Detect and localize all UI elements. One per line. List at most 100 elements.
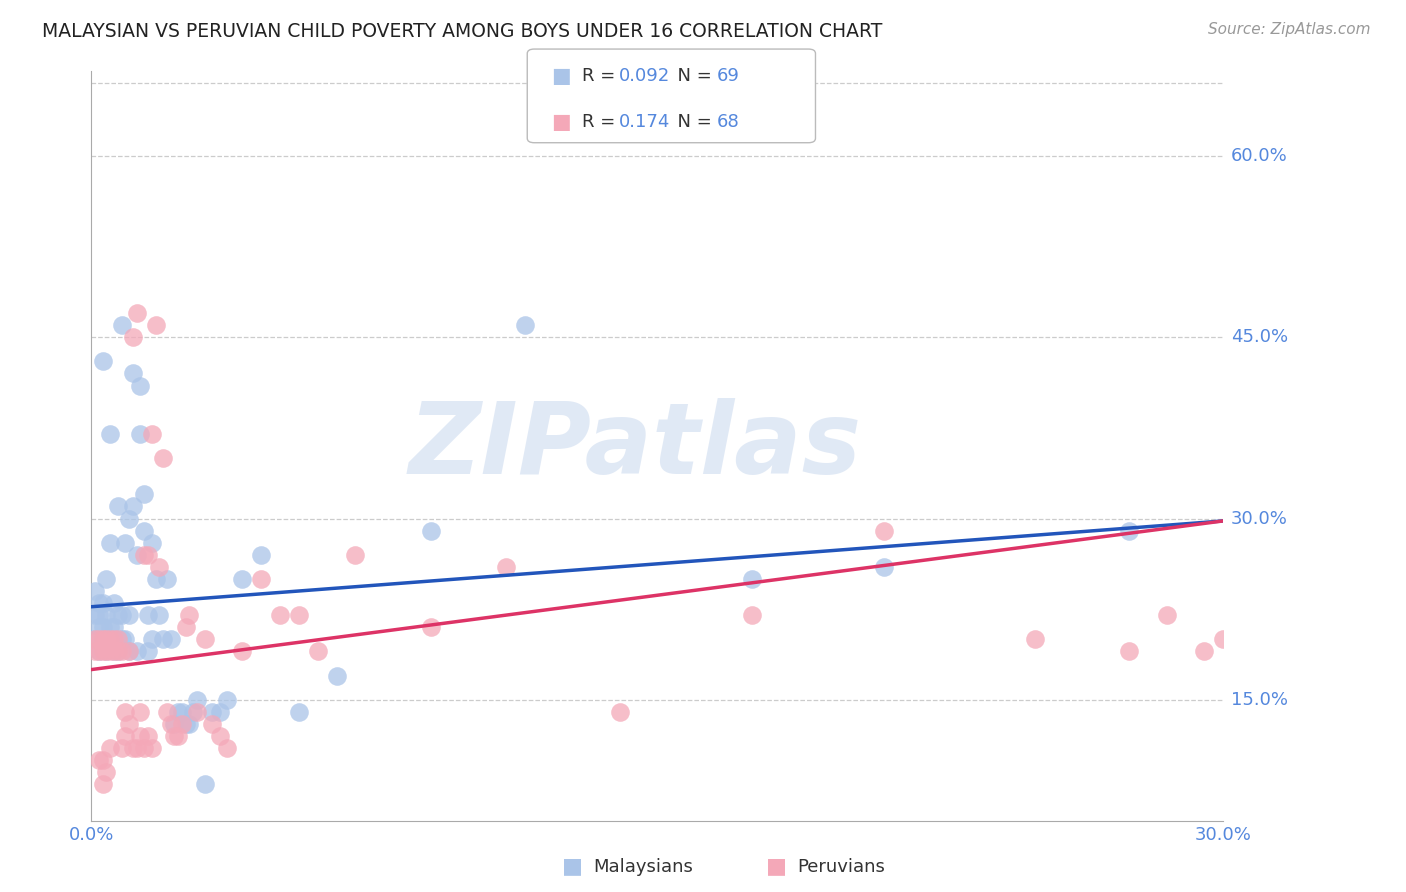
Text: Malaysians: Malaysians: [593, 858, 693, 876]
Point: [98, 426, 121, 441]
Point: [134, 487, 156, 501]
Text: N =: N =: [666, 67, 718, 85]
Point: [156, 572, 179, 586]
Text: ■: ■: [562, 856, 583, 876]
Text: 68: 68: [717, 113, 740, 131]
Point: [107, 644, 129, 658]
Point: [1194, 644, 1216, 658]
Point: [181, 705, 204, 719]
Point: [152, 632, 174, 647]
Point: [515, 318, 537, 333]
Point: [107, 644, 129, 658]
Point: [419, 524, 441, 538]
Point: [118, 608, 141, 623]
Point: [741, 608, 763, 623]
Point: [269, 608, 291, 623]
Point: [193, 632, 217, 647]
Point: [103, 620, 125, 634]
Point: [87, 620, 110, 634]
Point: [96, 572, 118, 586]
Point: [98, 535, 121, 549]
Point: [1118, 524, 1140, 538]
Text: 45.0%: 45.0%: [1230, 328, 1288, 346]
Point: [495, 559, 517, 574]
Point: [114, 705, 136, 719]
Point: [98, 644, 121, 658]
Point: [609, 705, 631, 719]
Point: [91, 632, 114, 647]
Point: [84, 632, 107, 647]
Point: [91, 596, 114, 610]
Point: [110, 632, 132, 647]
Point: [217, 741, 239, 756]
Text: 30.0%: 30.0%: [1230, 509, 1288, 527]
Point: [167, 705, 190, 719]
Point: [141, 632, 163, 647]
Text: 0.174: 0.174: [619, 113, 671, 131]
Point: [872, 524, 894, 538]
Point: [872, 559, 894, 574]
Point: [84, 584, 107, 599]
Text: ■: ■: [766, 856, 787, 876]
Point: [156, 705, 179, 719]
Point: [148, 608, 170, 623]
Text: Peruvians: Peruvians: [797, 858, 886, 876]
Point: [250, 572, 273, 586]
Point: [134, 524, 156, 538]
Text: ■: ■: [551, 66, 571, 86]
Point: [288, 705, 311, 719]
Point: [107, 632, 129, 647]
Point: [129, 378, 152, 392]
Point: [129, 729, 152, 743]
Point: [110, 318, 132, 333]
Point: [87, 608, 110, 623]
Point: [122, 330, 145, 344]
Point: [114, 729, 136, 743]
Point: [325, 668, 347, 682]
Point: [114, 535, 136, 549]
Point: [125, 644, 148, 658]
Point: [98, 632, 121, 647]
Point: [91, 777, 114, 791]
Text: N =: N =: [666, 113, 718, 131]
Point: [122, 500, 145, 514]
Point: [103, 644, 125, 658]
Point: [170, 717, 193, 731]
Point: [84, 608, 107, 623]
Point: [91, 644, 114, 658]
Point: [87, 632, 110, 647]
Point: [110, 608, 132, 623]
Point: [118, 717, 141, 731]
Point: [174, 620, 197, 634]
Point: [103, 596, 125, 610]
Point: [134, 548, 156, 562]
Point: [741, 572, 763, 586]
Point: [179, 717, 201, 731]
Text: R =: R =: [582, 113, 621, 131]
Point: [163, 717, 186, 731]
Point: [96, 765, 118, 780]
Point: [141, 741, 163, 756]
Point: [1024, 632, 1046, 647]
Point: [118, 644, 141, 658]
Point: [87, 644, 110, 658]
Point: [141, 535, 163, 549]
Point: [134, 741, 156, 756]
Point: [179, 608, 201, 623]
Point: [107, 500, 129, 514]
Point: [186, 693, 208, 707]
Point: [110, 741, 132, 756]
Point: [170, 705, 193, 719]
Point: [288, 608, 311, 623]
Point: [129, 705, 152, 719]
Point: [208, 729, 231, 743]
Point: [201, 705, 224, 719]
Point: [98, 632, 121, 647]
Text: 69: 69: [717, 67, 740, 85]
Point: [103, 644, 125, 658]
Point: [103, 632, 125, 647]
Point: [163, 729, 186, 743]
Point: [98, 741, 121, 756]
Point: [91, 620, 114, 634]
Point: [125, 741, 148, 756]
